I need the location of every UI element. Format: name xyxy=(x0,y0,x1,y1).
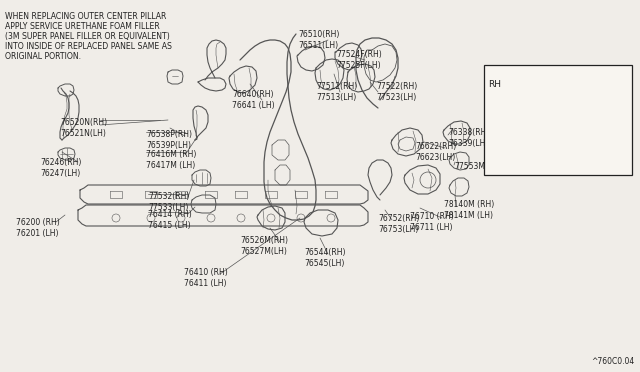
Text: 76416M (RH)
76417M (LH): 76416M (RH) 76417M (LH) xyxy=(146,150,196,170)
Text: 76414 (RH)
76415 (LH): 76414 (RH) 76415 (LH) xyxy=(148,210,192,230)
Text: 76510(RH)
76511(LH): 76510(RH) 76511(LH) xyxy=(298,30,339,50)
Text: ^760C0.04: ^760C0.04 xyxy=(591,357,634,366)
Text: 77492: 77492 xyxy=(552,95,577,104)
Text: 76526M(RH)
76527M(LH): 76526M(RH) 76527M(LH) xyxy=(240,236,288,256)
Text: 76520N(RH)
76521N(LH): 76520N(RH) 76521N(LH) xyxy=(60,118,107,138)
Text: 76544(RH)
76545(LH): 76544(RH) 76545(LH) xyxy=(304,248,346,268)
Text: 77553M: 77553M xyxy=(454,162,485,171)
Text: 76410 (RH)
76411 (LH): 76410 (RH) 76411 (LH) xyxy=(184,268,228,288)
Text: 76752(RH)
76753(LH): 76752(RH) 76753(LH) xyxy=(378,214,419,234)
Text: 78140M (RH)
78141M (LH): 78140M (RH) 78141M (LH) xyxy=(444,200,494,220)
Text: 77524F(RH)
77525F(LH): 77524F(RH) 77525F(LH) xyxy=(336,50,381,70)
Text: INTO INSIDE OF REPLACED PANEL SAME AS: INTO INSIDE OF REPLACED PANEL SAME AS xyxy=(5,42,172,51)
Text: 77522(RH)
77523(LH): 77522(RH) 77523(LH) xyxy=(376,82,417,102)
Bar xyxy=(484,65,632,175)
Text: 76246(RH)
76247(LH): 76246(RH) 76247(LH) xyxy=(40,158,81,178)
Text: (3M SUPER PANEL FILLER OR EQUIVALENT): (3M SUPER PANEL FILLER OR EQUIVALENT) xyxy=(5,32,170,41)
Text: 77552M: 77552M xyxy=(552,130,584,139)
Text: 76538P(RH)
76539P(LH): 76538P(RH) 76539P(LH) xyxy=(146,130,192,150)
Text: 76710 (RH)
76711 (LH): 76710 (RH) 76711 (LH) xyxy=(410,212,454,232)
Text: 77532(RH)
77533(LH): 77532(RH) 77533(LH) xyxy=(148,192,189,212)
Text: 77512(RH)
77513(LH): 77512(RH) 77513(LH) xyxy=(316,82,357,102)
Text: 76338(RH)
76339(LH): 76338(RH) 76339(LH) xyxy=(448,128,490,148)
Text: ORIGINAL PORTION.: ORIGINAL PORTION. xyxy=(5,52,81,61)
Text: RH: RH xyxy=(488,80,501,89)
Text: 76200 (RH)
76201 (LH): 76200 (RH) 76201 (LH) xyxy=(16,218,60,238)
Text: APPLY SERVICE URETHANE FOAM FILLER: APPLY SERVICE URETHANE FOAM FILLER xyxy=(5,22,160,31)
Text: 76640(RH)
76641 (LH): 76640(RH) 76641 (LH) xyxy=(232,90,275,110)
Text: WHEN REPLACING OUTER CENTER PILLAR: WHEN REPLACING OUTER CENTER PILLAR xyxy=(5,12,166,21)
Text: 76622(RH)
76623(LH): 76622(RH) 76623(LH) xyxy=(415,142,456,162)
